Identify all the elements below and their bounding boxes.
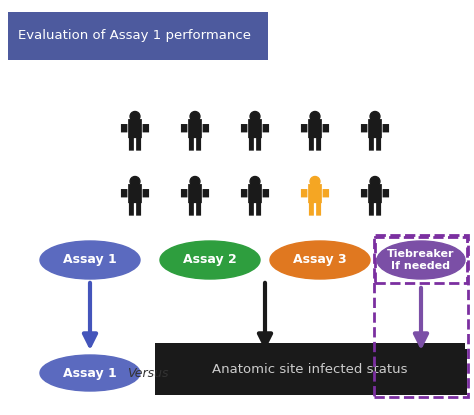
FancyBboxPatch shape [121,124,128,132]
Circle shape [310,176,320,186]
Ellipse shape [377,241,465,279]
Circle shape [130,112,140,121]
FancyBboxPatch shape [368,119,382,138]
Text: Tiebreaker
If needed: Tiebreaker If needed [387,249,455,271]
FancyBboxPatch shape [128,119,142,138]
FancyBboxPatch shape [256,203,261,216]
Ellipse shape [160,241,260,279]
FancyBboxPatch shape [361,189,367,198]
FancyBboxPatch shape [202,124,209,132]
FancyBboxPatch shape [383,124,389,132]
FancyBboxPatch shape [361,124,367,132]
FancyBboxPatch shape [256,137,261,151]
FancyBboxPatch shape [129,137,134,151]
FancyBboxPatch shape [189,203,194,216]
FancyBboxPatch shape [196,137,201,151]
FancyBboxPatch shape [316,137,321,151]
Circle shape [250,176,260,186]
Text: Assay 2: Assay 2 [183,254,237,266]
Ellipse shape [40,355,140,391]
FancyBboxPatch shape [248,119,262,138]
FancyBboxPatch shape [241,124,247,132]
Text: Assay 3: Assay 3 [293,254,347,266]
FancyBboxPatch shape [308,119,322,138]
FancyBboxPatch shape [263,189,269,198]
Text: Assay 1: Assay 1 [63,366,117,379]
FancyBboxPatch shape [181,189,187,198]
Circle shape [370,176,380,186]
FancyBboxPatch shape [8,12,268,60]
FancyBboxPatch shape [121,189,128,198]
FancyBboxPatch shape [323,124,329,132]
FancyBboxPatch shape [376,203,381,216]
FancyBboxPatch shape [383,189,389,198]
Text: Anatomic site infected status: Anatomic site infected status [212,362,408,376]
Circle shape [310,112,320,121]
FancyBboxPatch shape [369,137,374,151]
FancyBboxPatch shape [248,184,262,203]
FancyBboxPatch shape [309,203,314,216]
FancyBboxPatch shape [129,203,134,216]
Circle shape [190,112,200,121]
FancyBboxPatch shape [202,189,209,198]
FancyBboxPatch shape [309,137,314,151]
FancyBboxPatch shape [196,203,201,216]
FancyBboxPatch shape [181,124,187,132]
Circle shape [130,176,140,186]
FancyBboxPatch shape [263,124,269,132]
FancyBboxPatch shape [136,137,141,151]
Circle shape [250,112,260,121]
FancyBboxPatch shape [188,184,202,203]
FancyBboxPatch shape [249,137,254,151]
FancyBboxPatch shape [136,203,141,216]
Text: Assay 1: Assay 1 [63,254,117,266]
Text: Versus: Versus [127,366,169,379]
FancyBboxPatch shape [368,184,382,203]
Ellipse shape [270,241,370,279]
FancyBboxPatch shape [241,189,247,198]
FancyBboxPatch shape [301,124,308,132]
FancyBboxPatch shape [375,349,467,395]
FancyBboxPatch shape [375,237,467,283]
Circle shape [190,176,200,186]
FancyBboxPatch shape [323,189,329,198]
FancyBboxPatch shape [143,189,149,198]
FancyBboxPatch shape [189,137,194,151]
FancyBboxPatch shape [316,203,321,216]
FancyBboxPatch shape [249,203,254,216]
Text: Evaluation of Assay 1 performance: Evaluation of Assay 1 performance [18,29,251,42]
FancyBboxPatch shape [128,184,142,203]
FancyBboxPatch shape [369,203,374,216]
Ellipse shape [40,241,140,279]
FancyBboxPatch shape [143,124,149,132]
FancyBboxPatch shape [308,184,322,203]
Circle shape [370,112,380,121]
FancyBboxPatch shape [376,137,381,151]
FancyBboxPatch shape [301,189,308,198]
FancyBboxPatch shape [188,119,202,138]
FancyBboxPatch shape [155,343,465,395]
